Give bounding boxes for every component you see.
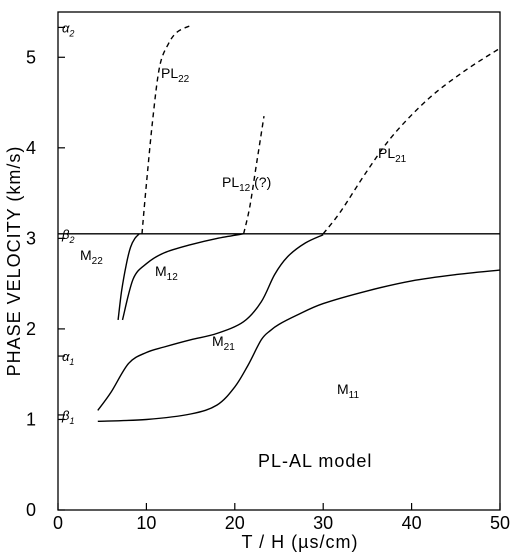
x-tick-label: 50 [490, 513, 510, 533]
series-line-pl21 [322, 47, 501, 235]
x-axis-title: T / H (µs/cm) [241, 532, 358, 552]
series-line-m11 [97, 269, 501, 422]
series-line-pl22 [141, 24, 191, 234]
reference-label-1: α1 [62, 349, 74, 367]
y-axis-title: PHASE VELOCITY (km/s) [4, 146, 24, 377]
model-annotation: PL-AL model [258, 451, 372, 471]
series-label-m21: M21 [212, 333, 235, 353]
series-line-pl12 [242, 115, 265, 234]
series-label-m12: M12 [155, 263, 178, 283]
y-tick-label: 4 [26, 138, 36, 158]
y-tick-label: 1 [26, 409, 36, 429]
reference-label-1: β1 [61, 408, 74, 426]
series-label-m11: M11 [337, 381, 359, 401]
reference-label-2: β2 [61, 227, 74, 245]
x-tick-label: 20 [225, 513, 245, 533]
x-tick-label: 40 [402, 513, 422, 533]
plot-frame [57, 11, 501, 511]
series-label-pl22: PL22 [161, 65, 190, 85]
series-label-pl12: PL12 (?) [222, 174, 271, 194]
y-tick-label: 0 [26, 500, 36, 520]
series-layer [97, 24, 501, 422]
series-label-m22: M22 [80, 247, 103, 267]
series-line-m22 [117, 233, 140, 320]
x-tick-label: 10 [136, 513, 156, 533]
x-tick-label: 0 [53, 513, 63, 533]
x-tick-label: 30 [313, 513, 333, 533]
series-label-pl21: PL21 [378, 145, 407, 165]
y-tick-label: 5 [26, 47, 36, 67]
labels-layer: α2 β2 α1 β1 M11 M21 M12 M22 PL22 PL12 (?) PL21 [61, 20, 407, 426]
reference-label-2: α2 [62, 20, 74, 38]
ticks-layer: 0 10 20 30 40 50 0 1 2 3 4 5 [26, 26, 510, 533]
series-line-m12 [121, 233, 244, 321]
series-line-m21 [97, 234, 324, 411]
y-tick-label: 3 [26, 228, 36, 248]
y-tick-label: 2 [26, 319, 36, 339]
